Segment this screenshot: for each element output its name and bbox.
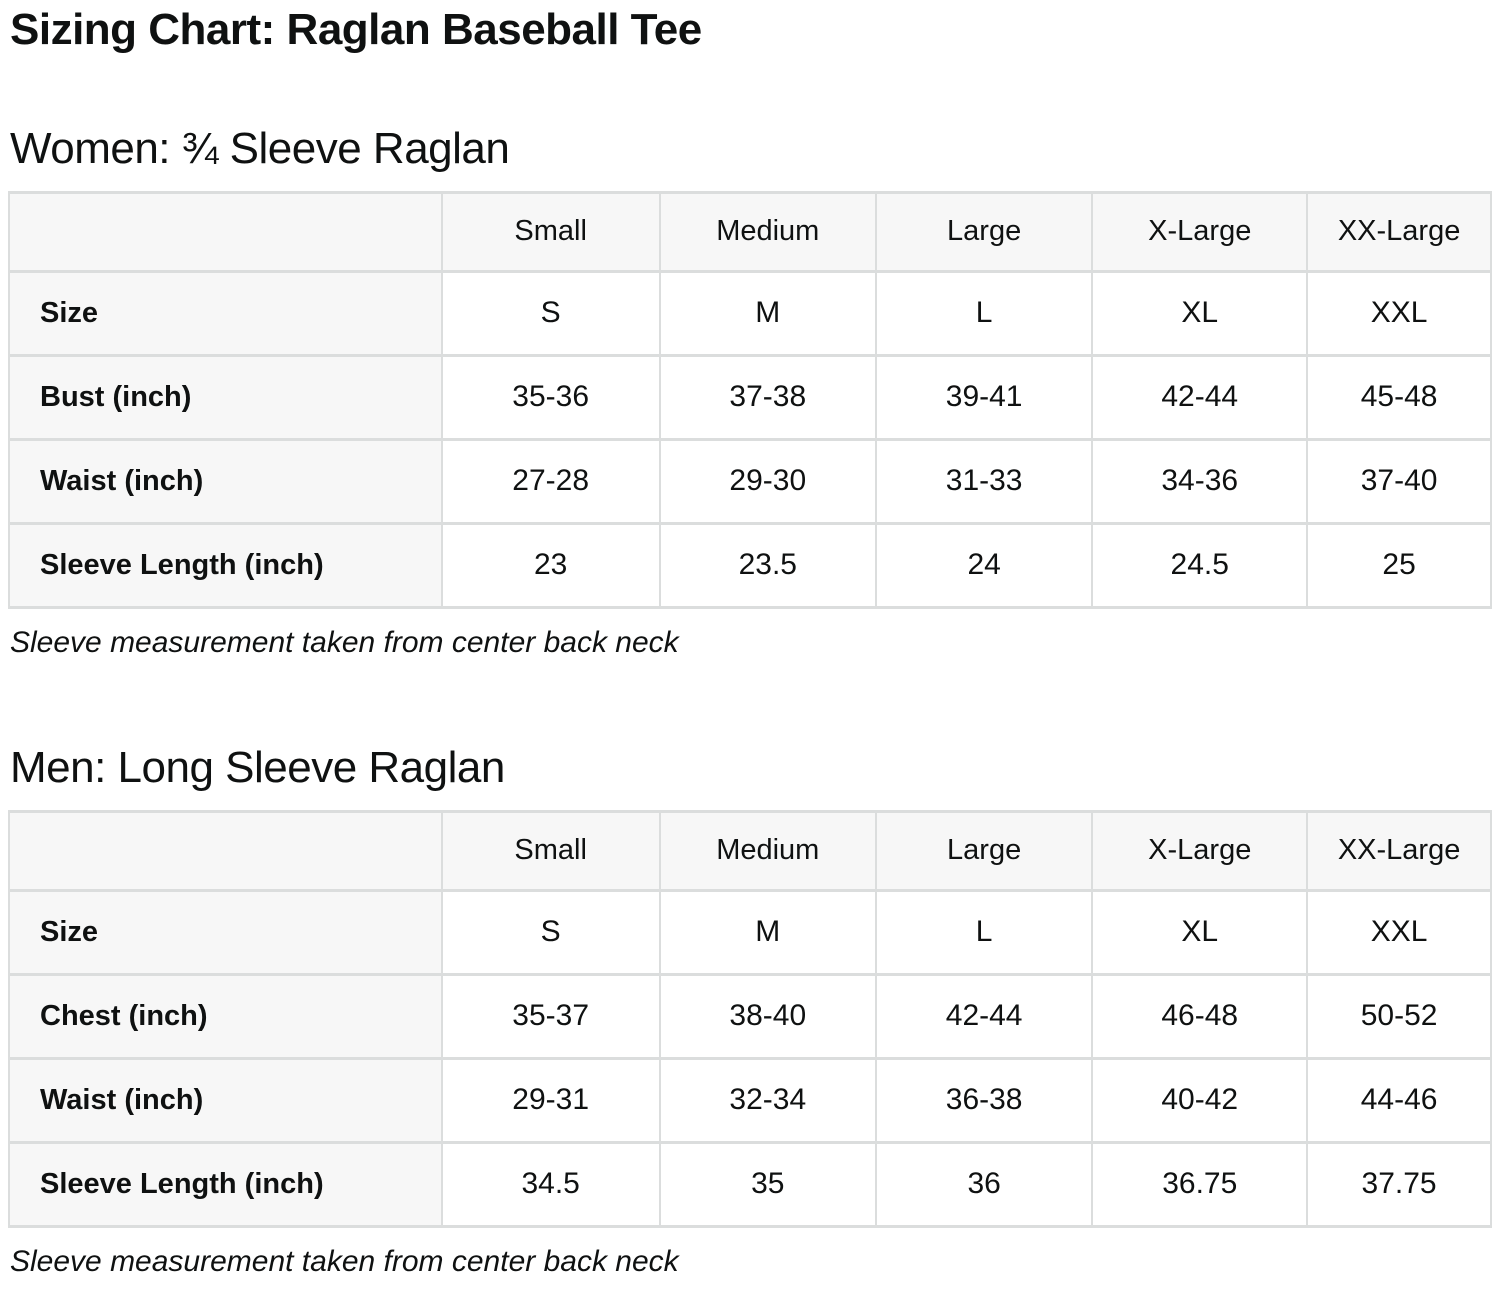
value-cell: L xyxy=(874,269,1094,357)
value-cell: 23 xyxy=(440,521,661,609)
row-label-cell: Waist (inch) xyxy=(8,1056,443,1144)
value-cell: S xyxy=(440,269,661,357)
column-header-cell: X-Large xyxy=(1091,190,1309,273)
corner-cell xyxy=(8,809,443,892)
column-header-cell: Large xyxy=(874,809,1094,892)
value-cell: 32-34 xyxy=(658,1056,877,1144)
value-cell: 40-42 xyxy=(1091,1056,1309,1144)
value-cell: 46-48 xyxy=(1091,972,1309,1060)
value-cell: 25 xyxy=(1306,521,1492,609)
corner-cell xyxy=(8,190,443,273)
value-cell: 31-33 xyxy=(874,437,1094,525)
value-cell: L xyxy=(874,888,1094,976)
column-header-cell: Medium xyxy=(658,190,877,273)
men-sizing-section: Men: Long Sleeve Raglan Small Medium Large… xyxy=(8,743,1492,1280)
women-sizing-section: Women: ¾ Sleeve Raglan Small Medium Large X… xyxy=(8,124,1492,661)
value-cell: 35-36 xyxy=(440,353,661,441)
value-cell: 34.5 xyxy=(440,1140,661,1228)
row-label-cell: Size xyxy=(8,269,443,357)
value-cell: 39-41 xyxy=(874,353,1094,441)
size-column-header-row: Small Medium Large X-Large XX-Large xyxy=(8,809,1492,892)
value-cell: 24.5 xyxy=(1091,521,1309,609)
value-cell: 34-36 xyxy=(1091,437,1309,525)
table-row: Chest (inch) 35-37 38-40 42-44 46-48 50-52 xyxy=(8,972,1492,1060)
men-size-table: Small Medium Large X-Large XX-Large Size S M L XL… xyxy=(8,809,1492,1228)
value-cell: 27-28 xyxy=(440,437,661,525)
column-header-cell: X-Large xyxy=(1091,809,1309,892)
table-row: Bust (inch) 35-36 37-38 39-41 42-44 45-48 xyxy=(8,353,1492,441)
column-header-cell: XX-Large xyxy=(1306,809,1492,892)
table-row: Waist (inch) 27-28 29-30 31-33 34-36 37-40 xyxy=(8,437,1492,525)
page-title: Sizing Chart: Raglan Baseball Tee xyxy=(10,5,702,54)
value-cell: 45-48 xyxy=(1306,353,1492,441)
table-row: Sleeve Length (inch) 23 23.5 24 24.5 25 xyxy=(8,521,1492,609)
value-cell: 36.75 xyxy=(1091,1140,1309,1228)
value-cell: 29-30 xyxy=(658,437,877,525)
row-label-cell: Sleeve Length (inch) xyxy=(8,1140,443,1228)
men-section-heading: Men: Long Sleeve Raglan xyxy=(10,742,505,792)
row-label-cell: Chest (inch) xyxy=(8,972,443,1060)
women-section-heading: Women: ¾ Sleeve Raglan xyxy=(10,124,510,174)
column-header-cell: Medium xyxy=(658,809,877,892)
value-cell: XXL xyxy=(1306,888,1492,976)
row-label-cell: Size xyxy=(8,888,443,976)
value-cell: 23.5 xyxy=(658,521,877,609)
column-header-cell: Large xyxy=(874,190,1094,273)
value-cell: 37.75 xyxy=(1306,1140,1492,1228)
value-cell: 42-44 xyxy=(874,972,1094,1060)
value-cell: 36 xyxy=(874,1140,1094,1228)
women-sleeve-measurement-note: Sleeve measurement taken from center bac… xyxy=(10,625,679,659)
women-size-table: Small Medium Large X-Large XX-Large Size S M L XL… xyxy=(8,190,1492,609)
value-cell: 37-38 xyxy=(658,353,877,441)
value-cell: 50-52 xyxy=(1306,972,1492,1060)
row-label-cell: Bust (inch) xyxy=(8,353,443,441)
value-cell: M xyxy=(658,888,877,976)
value-cell: 38-40 xyxy=(658,972,877,1060)
column-header-cell: Small xyxy=(440,809,661,892)
value-cell: 36-38 xyxy=(874,1056,1094,1144)
row-label-cell: Waist (inch) xyxy=(8,437,443,525)
size-column-header-row: Small Medium Large X-Large XX-Large xyxy=(8,190,1492,273)
column-header-cell: XX-Large xyxy=(1306,190,1492,273)
value-cell: 44-46 xyxy=(1306,1056,1492,1144)
value-cell: XXL xyxy=(1306,269,1492,357)
value-cell: XL xyxy=(1091,888,1309,976)
column-header-cell: Small xyxy=(440,190,661,273)
value-cell: 37-40 xyxy=(1306,437,1492,525)
table-row: Sleeve Length (inch) 34.5 35 36 36.75 37.75 xyxy=(8,1140,1492,1228)
value-cell: S xyxy=(440,888,661,976)
value-cell: XL xyxy=(1091,269,1309,357)
men-sleeve-measurement-note: Sleeve measurement taken from center bac… xyxy=(10,1244,679,1278)
table-row: Size S M L XL XXL xyxy=(8,269,1492,357)
table-row: Size S M L XL XXL xyxy=(8,888,1492,976)
value-cell: M xyxy=(658,269,877,357)
value-cell: 35 xyxy=(658,1140,877,1228)
table-row: Waist (inch) 29-31 32-34 36-38 40-42 44-46 xyxy=(8,1056,1492,1144)
row-label-cell: Sleeve Length (inch) xyxy=(8,521,443,609)
value-cell: 35-37 xyxy=(440,972,661,1060)
value-cell: 42-44 xyxy=(1091,353,1309,441)
value-cell: 29-31 xyxy=(440,1056,661,1144)
value-cell: 24 xyxy=(874,521,1094,609)
